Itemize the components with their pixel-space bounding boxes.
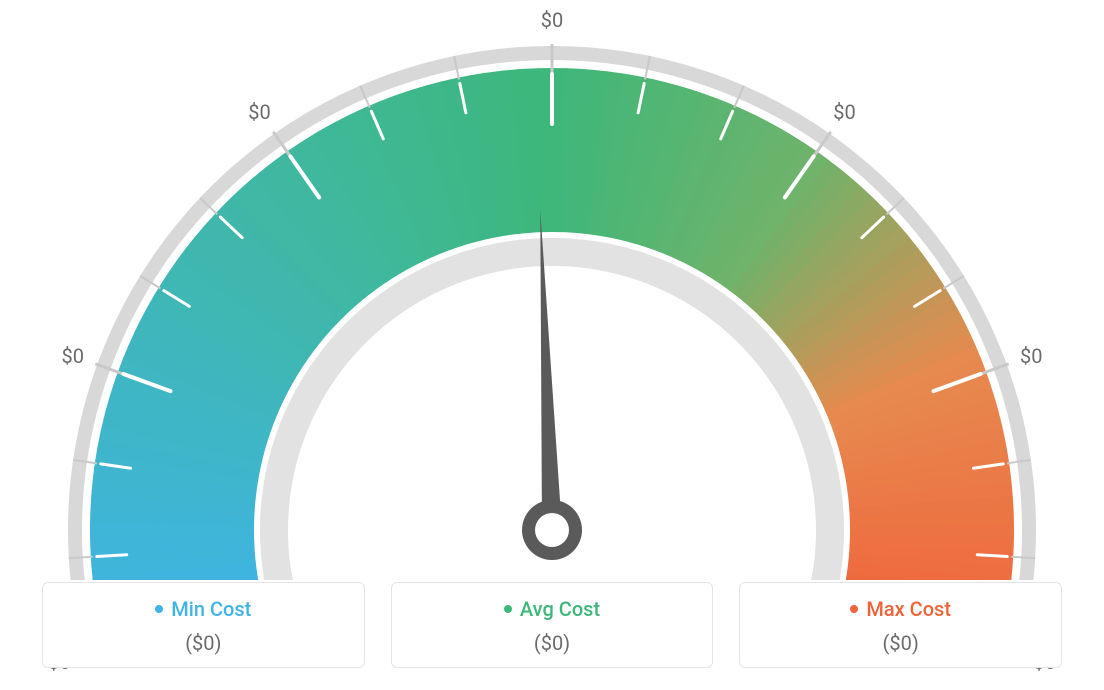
legend-card-avg: Avg Cost ($0) (391, 582, 714, 668)
gauge-tick-label: $0 (541, 8, 563, 32)
legend-dot-max (850, 605, 858, 613)
legend-value-min: ($0) (53, 631, 354, 655)
legend-title-avg: Avg Cost (504, 597, 600, 621)
legend-label-max: Max Cost (866, 597, 951, 621)
gauge-tick-label: $0 (248, 100, 270, 124)
legend-card-max: Max Cost ($0) (739, 582, 1062, 668)
legend-title-min: Min Cost (155, 597, 251, 621)
legend-dot-min (155, 605, 163, 613)
legend-title-max: Max Cost (850, 597, 951, 621)
legend-row: Min Cost ($0) Avg Cost ($0) Max Cost ($0… (42, 582, 1062, 668)
legend-dot-avg (504, 605, 512, 613)
gauge-svg (42, 20, 1062, 580)
legend-label-min: Min Cost (171, 597, 251, 621)
gauge-area: $0$0$0$0$0$0$0 (42, 20, 1062, 580)
gauge-chart-container: $0$0$0$0$0$0$0 Min Cost ($0) Avg Cost ($… (0, 0, 1104, 690)
legend-value-max: ($0) (750, 631, 1051, 655)
legend-label-avg: Avg Cost (520, 597, 600, 621)
legend-card-min: Min Cost ($0) (42, 582, 365, 668)
gauge-tick-label: $0 (62, 344, 84, 368)
gauge-tick-label: $0 (1020, 344, 1042, 368)
gauge-tick-label: $0 (833, 100, 855, 124)
legend-value-avg: ($0) (402, 631, 703, 655)
